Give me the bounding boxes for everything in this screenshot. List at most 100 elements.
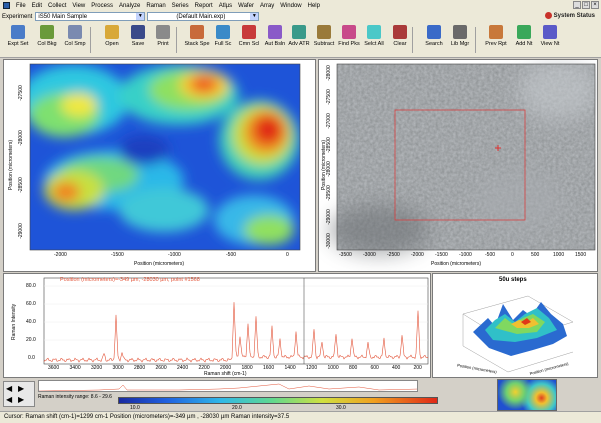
video-image-panel[interactable]: Position (micrometers) -28000 -27500 -27… [318, 59, 598, 272]
chevron-down-icon[interactable]: ▼ [136, 13, 145, 20]
video-x-tick: -500 [485, 252, 496, 258]
spectrum-x-tick: 1600 [263, 365, 275, 371]
spectrum-x-tick: 2400 [177, 365, 189, 371]
collect-background-icon [40, 25, 54, 39]
system-status[interactable]: System Status [544, 12, 595, 19]
save-icon [131, 25, 145, 39]
advanced-atr-button[interactable]: Adv ATR [285, 25, 313, 55]
map-y-label: Position (micrometers) [8, 139, 14, 190]
toolbar-separator [90, 27, 91, 53]
spectrum-x-tick: 3400 [69, 365, 81, 371]
menu-view[interactable]: View [72, 2, 86, 9]
preview-report-button[interactable]: Prev Rpt [482, 25, 510, 55]
collect-background-button[interactable]: Col Bkg [33, 25, 61, 55]
map-thumbnail[interactable] [497, 379, 557, 411]
add-note-icon [517, 25, 531, 39]
select-all-button[interactable]: Selct All [360, 25, 388, 55]
menu-edit[interactable]: Edit [31, 2, 43, 9]
video-x-tick: 1500 [575, 252, 587, 258]
spectrum-x-label: Raman shift (cm-1) [204, 371, 247, 377]
toolbar-label: Adv ATR [288, 41, 310, 47]
menu-series[interactable]: Series [171, 2, 189, 9]
auto-baseline-button[interactable]: Aut Bsln [261, 25, 289, 55]
toolbar-label: View Nt [540, 41, 560, 47]
video-y-tick: -29000 [325, 209, 332, 225]
spectrum-x-tick: 3200 [91, 365, 103, 371]
full-scale-icon [216, 25, 230, 39]
video-x-tick: -3500 [339, 252, 352, 258]
arrow-left-icon[interactable]: ◀ [6, 384, 13, 393]
spectrum-y-tick: 60.0 [26, 301, 36, 307]
view-note-button[interactable]: View Nt [536, 25, 564, 55]
spectrum-y-label: Raman Intensity [11, 303, 17, 340]
common-scale-button[interactable]: Cmn Scl [235, 25, 263, 55]
open-button[interactable]: Open [98, 25, 126, 55]
system-status-label: System Status [553, 12, 595, 19]
menu-file[interactable]: File [16, 2, 26, 9]
find-peaks-button[interactable]: Find Pks [335, 25, 363, 55]
menu-window[interactable]: Window [280, 2, 302, 9]
experiment-setup-button[interactable]: Expt Set [4, 25, 32, 55]
clear-button[interactable]: Clear [386, 25, 414, 55]
spectrum-panel[interactable]: Position (micrometers)=-349 µm, -28030 µ… [3, 273, 431, 378]
toolbar-label: Print [157, 41, 169, 47]
toolbar-label: Selct All [364, 41, 384, 47]
map-x-tick: -2000 [54, 252, 67, 258]
app-icon[interactable] [3, 2, 10, 9]
close-icon[interactable]: × [591, 1, 599, 9]
toolbar-label: Add Nt [515, 41, 533, 47]
video-x-tick: -3000 [363, 252, 376, 258]
restore-icon[interactable]: □ [582, 1, 590, 9]
toolbar-label: Stack Spe [184, 41, 210, 47]
stack-spectra-button[interactable]: Stack Spe [183, 25, 211, 55]
video-x-tick: 0 [511, 252, 514, 258]
chevron-down-icon[interactable]: ▼ [250, 13, 259, 20]
toolbar-separator [176, 27, 177, 53]
range-tick: 20.0 [232, 405, 242, 411]
menu-array[interactable]: Array [259, 2, 275, 9]
arrow-left-icon[interactable]: ◀ [6, 395, 13, 404]
map-y-tick: -28000 [17, 130, 24, 146]
experiment-file-select[interactable]: (Default Main.exp) ▼ [147, 12, 260, 21]
save-button[interactable]: Save [124, 25, 152, 55]
menu-wafer[interactable]: Wafer [238, 2, 254, 9]
experiment-bar: Experiment iS50 Main Sample ▼ (Default M… [0, 11, 601, 22]
spectrum-x-tick: 1400 [284, 365, 296, 371]
experiment-select[interactable]: iS50 Main Sample ▼ [35, 12, 146, 21]
video-x-tick: 500 [531, 252, 540, 258]
add-note-button[interactable]: Add Nt [510, 25, 538, 55]
menu-analyze[interactable]: Analyze [118, 2, 141, 9]
video-y-tick: -30000 [325, 233, 332, 249]
minimize-icon[interactable]: _ [573, 1, 581, 9]
menu-help[interactable]: Help [307, 2, 320, 9]
video-y-tick: -29500 [325, 185, 332, 201]
menu-collect[interactable]: Collect [48, 2, 67, 9]
raman-spectrum-chart [43, 277, 429, 365]
arrow-right-icon[interactable]: ▶ [18, 384, 25, 393]
arrow-right-icon[interactable]: ▶ [18, 395, 25, 404]
menu-raman[interactable]: Raman [146, 2, 166, 9]
video-y-tick: -28500 [325, 137, 332, 153]
full-scale-button[interactable]: Full Sc [209, 25, 237, 55]
advanced-atr-icon [292, 25, 306, 39]
common-scale-icon [242, 25, 256, 39]
subtract-button[interactable]: Subtract [310, 25, 338, 55]
toolbar-label: Clear [393, 41, 407, 47]
mini-spectrum[interactable] [38, 380, 418, 392]
library-manager-button[interactable]: Lib Mgr [446, 25, 474, 55]
toolbar-label: Col Bkg [37, 41, 57, 47]
collect-sample-button[interactable]: Col Smp [61, 25, 89, 55]
menu-atlus[interactable]: Atlµs [218, 2, 233, 9]
surface-plot-panel[interactable]: 50u steps Position (micrometers) Positio… [432, 273, 598, 378]
search-button[interactable]: Search [420, 25, 448, 55]
raman-map-panel[interactable]: Position (micrometers) -27500 -28000 -28… [3, 59, 316, 272]
toolbar-label: Full Sc [214, 41, 232, 47]
color-range-bar[interactable] [118, 397, 438, 404]
print-button[interactable]: Print [149, 25, 177, 55]
sample-image [329, 60, 597, 255]
menu-report[interactable]: Report [194, 2, 213, 9]
video-x-tick: -1500 [435, 252, 448, 258]
spectrum-x-tick: 600 [370, 365, 379, 371]
menu-process[interactable]: Process [91, 2, 113, 9]
spectrum-trace [43, 302, 429, 363]
